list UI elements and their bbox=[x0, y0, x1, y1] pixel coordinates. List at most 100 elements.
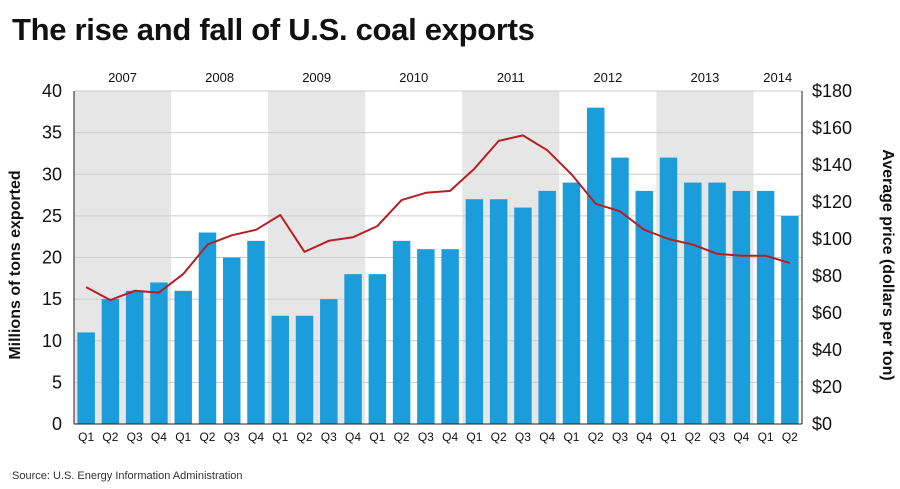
bar bbox=[635, 190, 654, 424]
bar bbox=[586, 107, 605, 425]
x-tick-label: Q4 bbox=[151, 430, 167, 444]
bar bbox=[295, 315, 314, 424]
bar bbox=[344, 274, 362, 424]
bar-series bbox=[77, 107, 799, 425]
x-tick-label: Q3 bbox=[321, 430, 337, 444]
chart-title: The rise and fall of U.S. coal exports bbox=[12, 12, 535, 47]
y-tick-label: 35 bbox=[42, 123, 62, 143]
x-tick-label: Q4 bbox=[442, 430, 458, 444]
bar bbox=[125, 290, 144, 424]
year-labels: 2007 2008 2009 2010 2011 2012 2013 2014 bbox=[108, 70, 792, 85]
y2-tick-label: $120 bbox=[812, 192, 852, 212]
x-tick-label: Q2 bbox=[685, 430, 701, 444]
bar bbox=[174, 290, 192, 424]
bar bbox=[417, 249, 435, 424]
x-tick-label: Q3 bbox=[515, 430, 531, 444]
y2-tick-label: $60 bbox=[812, 303, 842, 323]
x-tick-label: Q2 bbox=[102, 430, 118, 444]
bar bbox=[320, 299, 338, 424]
y-tick-label: 0 bbox=[52, 414, 62, 434]
year-label: 2014 bbox=[763, 70, 792, 85]
y-tick-label: 15 bbox=[42, 289, 62, 309]
price-line bbox=[85, 134, 791, 302]
x-tick-label: Q4 bbox=[636, 430, 652, 444]
x-tick-label: Q1 bbox=[369, 430, 385, 444]
x-tick-label: Q3 bbox=[709, 430, 725, 444]
x-tick-label: Q3 bbox=[418, 430, 434, 444]
y2-tick-label: $140 bbox=[812, 155, 852, 175]
y-tick-label: 30 bbox=[42, 164, 62, 184]
x-tick-label: Q4 bbox=[733, 430, 749, 444]
bar bbox=[271, 315, 290, 424]
bar bbox=[732, 190, 751, 424]
x-tick-label: Q3 bbox=[612, 430, 628, 444]
y2-tick-label: $180 bbox=[812, 81, 852, 101]
year-label: 2012 bbox=[593, 70, 622, 85]
x-tick-label: Q3 bbox=[224, 430, 240, 444]
bar bbox=[562, 182, 581, 424]
bar bbox=[77, 332, 95, 424]
bar bbox=[392, 240, 411, 424]
x-tick-label: Q1 bbox=[563, 430, 579, 444]
y-tick-label: 5 bbox=[52, 372, 62, 392]
bar bbox=[684, 182, 702, 424]
x-tick-label: Q1 bbox=[272, 430, 288, 444]
source-note: Source: U.S. Energy Information Administ… bbox=[12, 470, 243, 482]
x-tick-labels: Q1 Q2 Q3 Q4 Q1 Q2 Q3 Q4 Q1 Q2 Q3 Q4 Q1 Q2 Q3 Q4 Q1 Q2 Q3 Q4… bbox=[78, 430, 798, 444]
y-left-tick-labels: 0 5 10 15 20 25 30 35 40 bbox=[42, 81, 62, 434]
bar bbox=[441, 249, 459, 424]
x-tick-label: Q2 bbox=[394, 430, 410, 444]
y-right-tick-labels: $0 $20 $40 $60 $80 $100 $120 $140 $160 $180 bbox=[812, 81, 852, 434]
y-tick-label: 10 bbox=[42, 331, 62, 351]
year-label: 2010 bbox=[399, 70, 428, 85]
x-tick-label: Q2 bbox=[491, 430, 507, 444]
bar bbox=[465, 199, 484, 424]
bar bbox=[708, 182, 726, 424]
x-tick-label: Q2 bbox=[297, 430, 313, 444]
x-tick-label: Q1 bbox=[466, 430, 482, 444]
price-line-series bbox=[85, 134, 791, 302]
bar bbox=[198, 232, 217, 424]
gridlines bbox=[74, 90, 802, 383]
y2-tick-label: $160 bbox=[812, 118, 852, 138]
y2-axis-title: Average price (dollars per ton) bbox=[879, 149, 896, 380]
bar bbox=[781, 215, 799, 424]
bar bbox=[538, 190, 556, 424]
y2-tick-label: $100 bbox=[812, 229, 852, 249]
y2-tick-label: $40 bbox=[812, 340, 842, 360]
x-tick-label: Q2 bbox=[199, 430, 215, 444]
bar bbox=[489, 199, 508, 424]
x-tick-label: Q4 bbox=[539, 430, 555, 444]
bar bbox=[101, 299, 120, 424]
x-tick-label: Q3 bbox=[127, 430, 143, 444]
x-tick-label: Q2 bbox=[782, 430, 798, 444]
year-label: 2007 bbox=[108, 70, 137, 85]
bar bbox=[659, 157, 678, 424]
year-label: 2013 bbox=[690, 70, 719, 85]
axes bbox=[73, 91, 803, 425]
bar bbox=[150, 282, 168, 424]
year-label: 2008 bbox=[205, 70, 234, 85]
bar bbox=[247, 240, 265, 424]
x-tick-label: Q1 bbox=[661, 430, 677, 444]
y2-tick-label: $0 bbox=[812, 414, 832, 434]
x-tick-label: Q4 bbox=[248, 430, 264, 444]
y-tick-label: 20 bbox=[42, 248, 62, 268]
x-tick-label: Q1 bbox=[758, 430, 774, 444]
bar bbox=[611, 157, 629, 424]
y-axis-title: Millions of tons exported bbox=[7, 170, 24, 359]
year-label: 2011 bbox=[497, 70, 525, 85]
bar bbox=[756, 190, 775, 424]
x-tick-label: Q4 bbox=[345, 430, 361, 444]
year-label: 2009 bbox=[302, 70, 331, 85]
y2-tick-label: $80 bbox=[812, 266, 842, 286]
bar bbox=[222, 257, 241, 424]
bar bbox=[368, 274, 387, 424]
bar bbox=[514, 207, 532, 424]
x-tick-label: Q2 bbox=[588, 430, 604, 444]
x-tick-label: Q1 bbox=[175, 430, 191, 444]
y-tick-label: 40 bbox=[42, 81, 62, 101]
y-tick-label: 25 bbox=[42, 206, 62, 226]
x-tick-label: Q1 bbox=[78, 430, 94, 444]
